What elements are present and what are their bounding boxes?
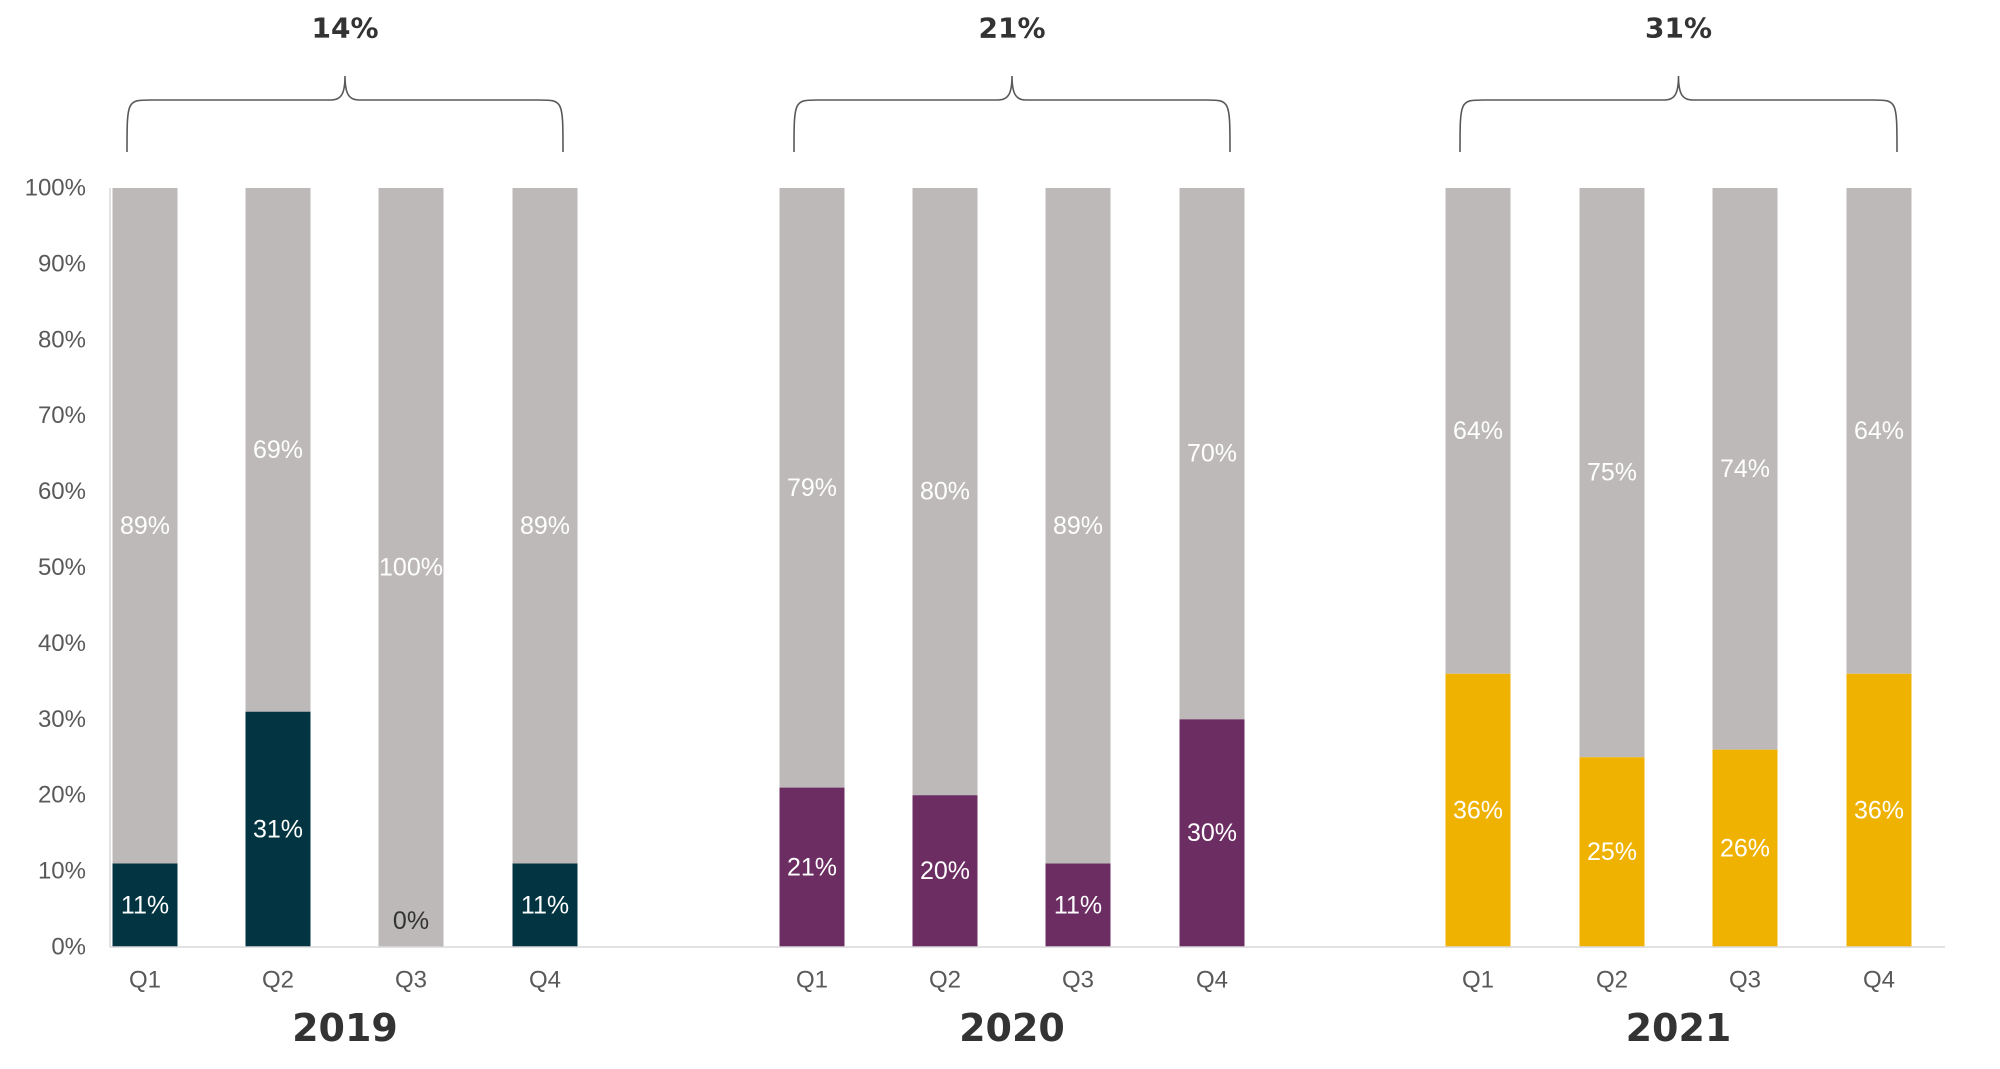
bar-value-label: 30%	[1187, 819, 1237, 847]
bar-remainder	[1579, 188, 1645, 758]
x-category-label: Q2	[1596, 967, 1628, 994]
bar-remainder-label: 89%	[1053, 512, 1103, 540]
bar-remainder	[1712, 188, 1778, 750]
year-total-label: 21%	[978, 12, 1045, 45]
y-tick-label: 20%	[38, 782, 86, 809]
bar-value	[112, 863, 178, 947]
bar-remainder	[112, 188, 178, 864]
x-category-label: Q3	[1062, 967, 1094, 994]
x-category-label: Q1	[1462, 967, 1494, 994]
bar-value-label: 31%	[253, 815, 303, 843]
year-brace	[126, 75, 564, 153]
data-labels: 89% 11% 69% 31% 100% 0% 89% 11% 79% 21% 80% 20% 89% 1…	[120, 417, 1904, 935]
bar-value-label: 11%	[1054, 891, 1102, 919]
bar-value	[1846, 673, 1912, 947]
bar-remainder	[912, 188, 978, 796]
year-total-label: 31%	[1645, 12, 1712, 45]
bar-remainder-label: 70%	[1187, 440, 1237, 468]
bar-remainder	[512, 188, 578, 864]
y-tick-label: 60%	[38, 478, 86, 505]
bar-remainder-label: 64%	[1854, 417, 1904, 445]
bar-value	[1179, 719, 1245, 947]
y-tick-label: 0%	[51, 934, 86, 961]
bar-value-label: 21%	[787, 853, 837, 881]
bar-value	[245, 711, 311, 947]
y-tick-label: 100%	[25, 175, 86, 202]
bar-remainder	[779, 188, 845, 788]
bar-value	[1579, 757, 1645, 947]
x-category-label: Q4	[1196, 967, 1228, 994]
bar-value-label: 20%	[920, 857, 970, 885]
x-category-label: Q3	[395, 967, 427, 994]
year-brace	[1459, 75, 1898, 153]
bar-value-label: 36%	[1854, 796, 1904, 824]
bar-value-label: 36%	[1453, 796, 1503, 824]
bar-remainder-label: 64%	[1453, 417, 1503, 445]
bar-value	[1445, 673, 1511, 947]
bar-remainder-label: 89%	[120, 512, 170, 540]
bar-value	[512, 863, 578, 947]
y-tick-label: 30%	[38, 706, 86, 733]
bar-value-label: 11%	[121, 891, 169, 919]
year-label: 2019	[292, 1006, 398, 1050]
bar-value-label: 25%	[1587, 838, 1637, 866]
bar-remainder	[1045, 188, 1111, 864]
y-tick-label: 90%	[38, 250, 86, 277]
bar-remainder-label: 74%	[1720, 455, 1770, 483]
y-tick-label: 80%	[38, 326, 86, 353]
bar-remainder-label: 75%	[1587, 459, 1637, 487]
bar-remainder-label: 69%	[253, 436, 303, 464]
bar-value	[1045, 863, 1111, 947]
bar-value	[779, 787, 845, 947]
y-tick-label: 40%	[38, 630, 86, 657]
x-category-label: Q1	[796, 967, 828, 994]
bar-value-label: 0%	[393, 907, 429, 935]
bar-remainder-label: 89%	[520, 512, 570, 540]
bar-value	[912, 795, 978, 947]
bar-remainder	[378, 188, 444, 947]
year-braces: 14% 21% 31%	[126, 12, 1898, 153]
year-brace	[793, 75, 1231, 153]
x-axis: Q1 Q2 Q3 Q4 2019 Q1 Q2 Q3 Q4 2020 Q1 Q2 Q3 Q4 2021	[110, 946, 1945, 1050]
bar-remainder-label: 100%	[379, 554, 443, 582]
y-axis: 0% 10% 20% 30% 40% 50% 60% 70% 80% 90% 100%	[25, 175, 111, 961]
bar-remainder	[1445, 188, 1511, 674]
bar-remainder	[1846, 188, 1912, 674]
bar-value-label: 11%	[521, 891, 569, 919]
x-category-label: Q3	[1729, 967, 1761, 994]
x-category-label: Q2	[262, 967, 294, 994]
bars	[112, 188, 1912, 947]
y-tick-label: 10%	[38, 858, 86, 885]
bar-value	[1712, 749, 1778, 947]
year-total-label: 14%	[311, 12, 378, 45]
x-category-label: Q4	[529, 967, 561, 994]
bar-remainder-label: 80%	[920, 478, 970, 506]
year-label: 2021	[1626, 1006, 1732, 1050]
x-category-label: Q4	[1863, 967, 1895, 994]
bar-remainder	[245, 188, 311, 712]
x-category-label: Q2	[929, 967, 961, 994]
bar-remainder-label: 79%	[787, 474, 837, 502]
x-category-label: Q1	[129, 967, 161, 994]
y-tick-label: 50%	[38, 554, 86, 581]
y-tick-label: 70%	[38, 402, 86, 429]
bar-value-label: 26%	[1720, 834, 1770, 862]
bar-remainder	[1179, 188, 1245, 720]
year-label: 2020	[959, 1006, 1065, 1050]
